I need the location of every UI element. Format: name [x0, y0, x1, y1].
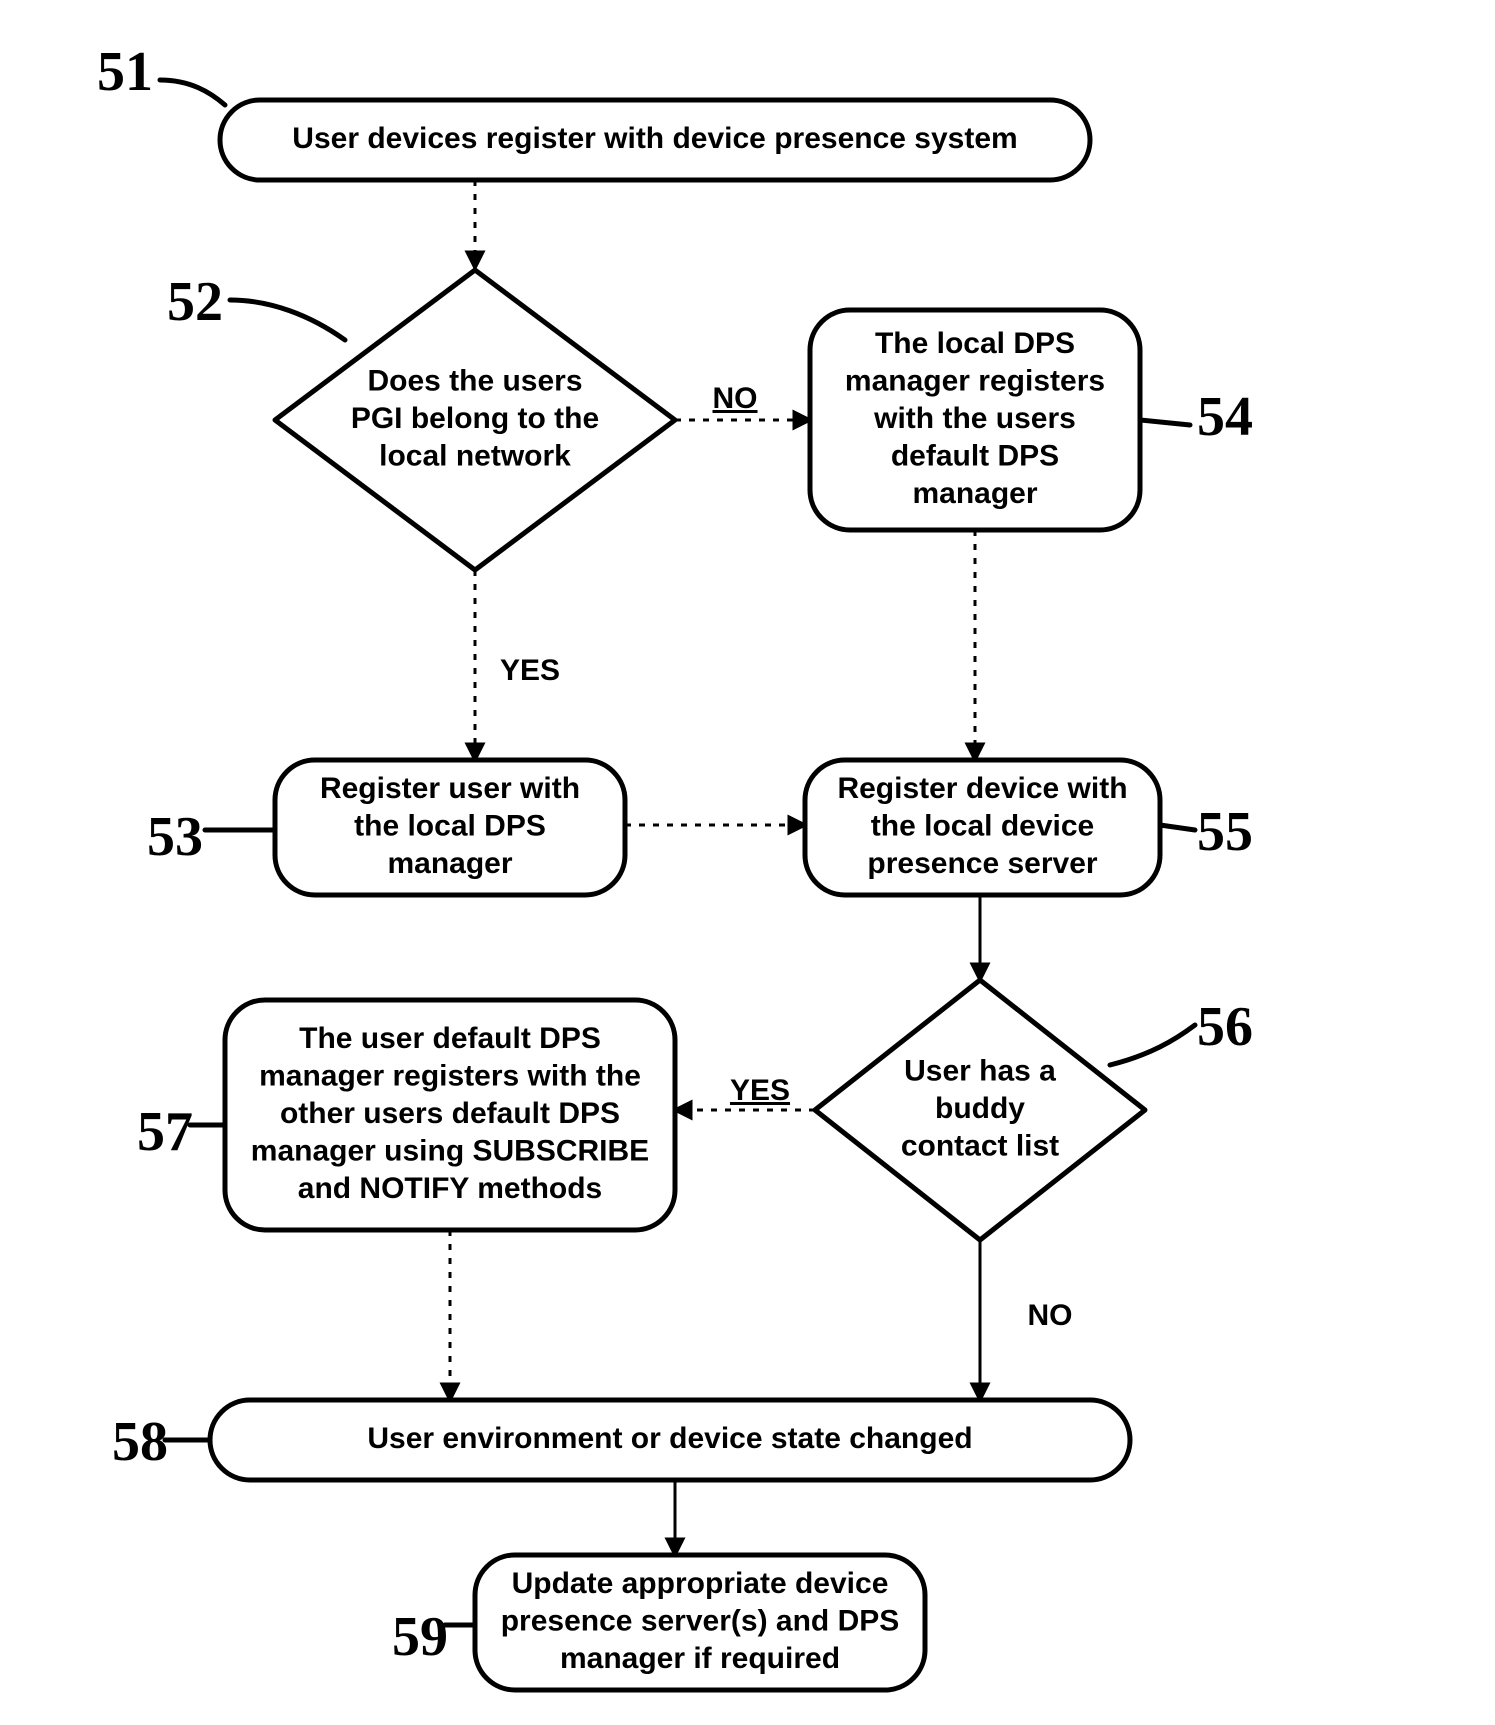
callout-number: 52	[167, 271, 223, 333]
node-text: presence server	[867, 847, 1097, 880]
node-text: Register device with	[837, 772, 1127, 805]
callout-lead	[1110, 1025, 1195, 1065]
node-text: PGI belong to the	[351, 402, 599, 435]
node-n54: The local DPS manager registers with the u…	[810, 310, 1140, 530]
node-text: manager	[912, 477, 1037, 510]
node-text: Does the users	[367, 364, 582, 397]
node-n59: Update appropriate device presence server…	[475, 1555, 925, 1690]
node-text: buddy	[935, 1092, 1025, 1125]
edge-label: YES	[500, 654, 560, 687]
callout-number: 54	[1197, 386, 1253, 448]
node-n52: Does the users PGI belong to the local net…	[275, 270, 675, 570]
node-n55: Register device with the local device pres…	[805, 760, 1160, 895]
node-text: default DPS	[891, 439, 1059, 472]
node-text: Update appropriate device	[512, 1567, 889, 1600]
callout-number: 53	[147, 806, 203, 868]
node-n56: User has a buddy contact list	[815, 980, 1145, 1240]
node-text: the local DPS	[354, 809, 546, 842]
edge-label: NO	[1028, 1299, 1073, 1332]
callout-lead	[230, 300, 345, 340]
callout-number: 59	[392, 1606, 448, 1668]
node-text: other users default DPS	[280, 1097, 620, 1130]
callout-number: 55	[1197, 801, 1253, 863]
node-text: manager registers	[845, 364, 1105, 397]
flowchart-canvas: NO YES YES NO User devices register with dev…	[0, 0, 1495, 1725]
callout-number: 58	[112, 1411, 168, 1473]
callout-number: 51	[97, 41, 153, 103]
callout-lead	[160, 80, 225, 105]
node-text: manager using SUBSCRIBE	[251, 1134, 649, 1167]
callout-lead	[1140, 420, 1190, 425]
node-text: The user default DPS	[299, 1022, 601, 1055]
node-text: contact list	[901, 1129, 1059, 1162]
node-text: manager if required	[560, 1642, 840, 1675]
node-text: User devices register with device presen…	[292, 122, 1017, 155]
node-n51: User devices register with device presen…	[220, 100, 1090, 180]
node-text: manager registers with the	[259, 1059, 641, 1092]
edge-label: NO	[713, 382, 758, 415]
node-text: presence server(s) and DPS	[501, 1604, 900, 1637]
node-text: local network	[379, 439, 571, 472]
edge-label: YES	[730, 1074, 790, 1107]
node-text: the local device	[871, 809, 1094, 842]
callout-number: 56	[1197, 996, 1253, 1058]
node-text: and NOTIFY methods	[298, 1172, 602, 1205]
node-n58: User environment or device state changed	[210, 1400, 1130, 1480]
node-text: User has a	[904, 1054, 1056, 1087]
node-text: The local DPS	[875, 327, 1075, 360]
node-text: manager	[387, 847, 512, 880]
node-text: User environment or device state changed	[367, 1422, 972, 1455]
node-text: with the users	[873, 402, 1076, 435]
nodes-layer: User devices register with device presen…	[210, 100, 1160, 1690]
callout-number: 57	[137, 1101, 193, 1163]
node-n57: The user default DPS manager registers wi…	[225, 1000, 675, 1230]
node-n53: Register user with the local DPS manager	[275, 760, 625, 895]
callout-lead	[1160, 825, 1195, 830]
node-text: Register user with	[320, 772, 580, 805]
